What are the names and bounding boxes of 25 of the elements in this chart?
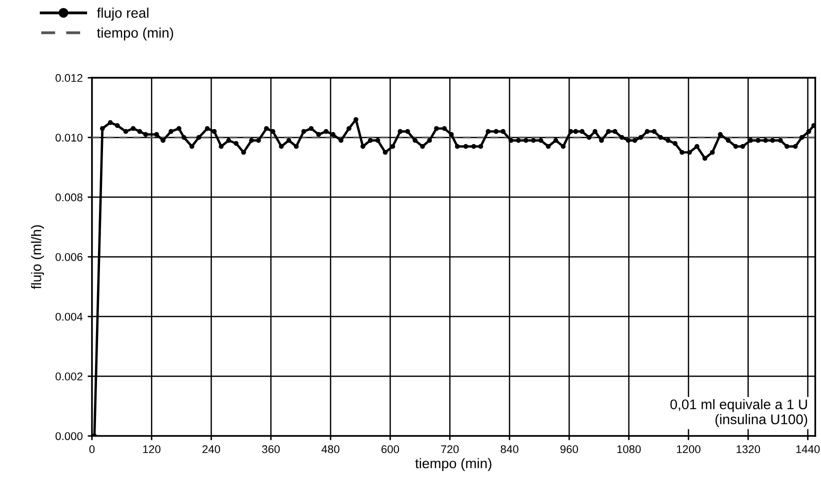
- x-tick-label: 480: [322, 445, 340, 454]
- x-tick-label: 960: [560, 445, 578, 454]
- x-tick-label: 1440: [796, 445, 820, 454]
- legend-label: flujo real: [96, 8, 148, 21]
- y-tick-label: 0.000: [56, 432, 82, 440]
- x-tick-label: 0: [89, 445, 95, 454]
- x-tick-label: 840: [500, 445, 518, 454]
- x-tick-label: 1080: [617, 445, 641, 454]
- y-tick-label: 0.002: [56, 372, 82, 380]
- x-tick-label: 120: [143, 445, 160, 454]
- x-tick-label: 720: [441, 445, 459, 454]
- legend-label: tiempo (min): [97, 28, 174, 40]
- y-tick-label: 0.010: [56, 134, 82, 142]
- x-tick-label: 1200: [676, 445, 700, 454]
- y-tick-label: 0.012: [56, 74, 82, 82]
- y-tick-label: 0.004: [56, 312, 83, 321]
- annotation: 0,01 ml equivale a 1 U (insulina U100): [670, 399, 808, 427]
- x-axis-title: tiempo (min): [415, 458, 492, 472]
- y-tick-label: 0.006: [56, 253, 82, 261]
- x-tick-label: 1320: [736, 445, 760, 454]
- x-tick-label: 600: [382, 445, 400, 454]
- x-tick-label: 360: [262, 445, 280, 454]
- y-tick-label: 0.008: [56, 193, 82, 202]
- x-tick-label: 240: [202, 445, 220, 454]
- y-axis-title: flujo (ml/h): [31, 225, 44, 290]
